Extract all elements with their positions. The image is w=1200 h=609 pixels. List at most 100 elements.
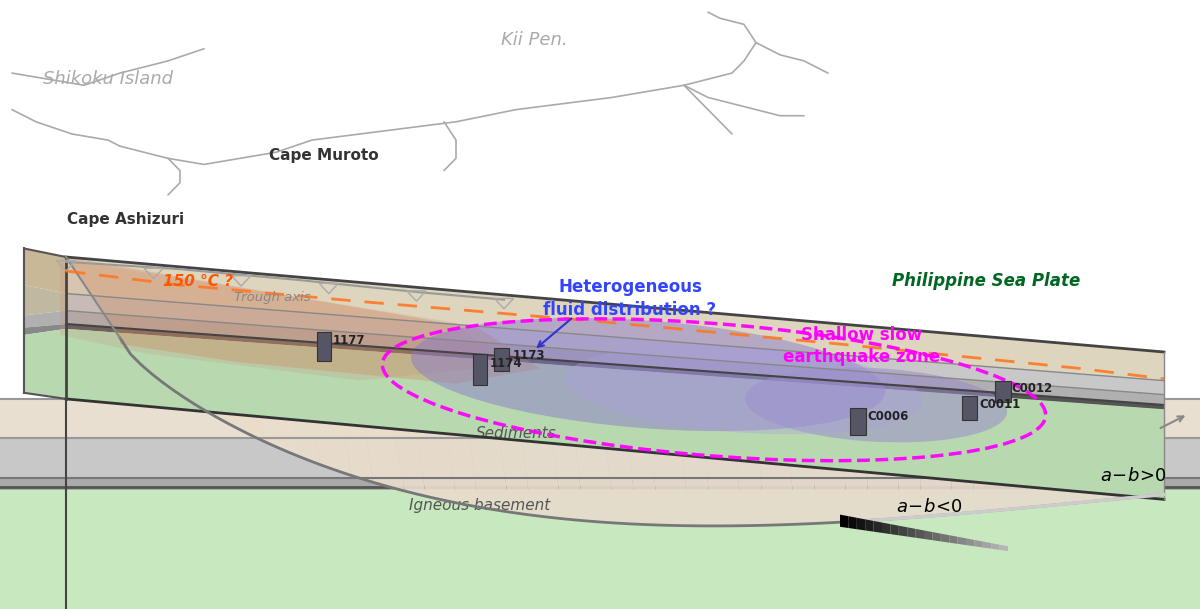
Polygon shape xyxy=(368,283,426,496)
Polygon shape xyxy=(616,304,658,525)
Polygon shape xyxy=(66,324,1164,410)
Text: Shikoku Island: Shikoku Island xyxy=(43,70,173,88)
Polygon shape xyxy=(286,276,352,476)
Polygon shape xyxy=(24,324,66,335)
Polygon shape xyxy=(882,523,890,534)
Text: Kii Pen.: Kii Pen. xyxy=(500,30,568,49)
Polygon shape xyxy=(1133,350,1164,498)
Polygon shape xyxy=(450,290,510,512)
Polygon shape xyxy=(66,257,1164,381)
Polygon shape xyxy=(932,532,941,541)
Polygon shape xyxy=(862,326,900,521)
Text: 1177: 1177 xyxy=(332,334,365,347)
Polygon shape xyxy=(958,537,966,545)
Ellipse shape xyxy=(565,345,923,434)
Polygon shape xyxy=(848,516,857,529)
Polygon shape xyxy=(66,294,1164,395)
Polygon shape xyxy=(899,526,907,537)
Text: C0006: C0006 xyxy=(868,410,908,423)
Polygon shape xyxy=(890,524,899,535)
Polygon shape xyxy=(60,294,1164,499)
Polygon shape xyxy=(780,319,816,524)
Polygon shape xyxy=(588,302,637,524)
Polygon shape xyxy=(916,529,924,539)
Polygon shape xyxy=(175,267,246,433)
Polygon shape xyxy=(203,269,268,443)
Polygon shape xyxy=(121,262,194,404)
Polygon shape xyxy=(24,329,66,399)
Text: Cape Ashizuri: Cape Ashizuri xyxy=(67,212,185,227)
Polygon shape xyxy=(60,259,504,381)
Text: $a\!-\!b\!<\!0$: $a\!-\!b\!<\!0$ xyxy=(896,498,964,516)
Bar xyxy=(494,348,509,371)
Text: Cape Muroto: Cape Muroto xyxy=(269,148,379,163)
Bar xyxy=(317,332,331,361)
Polygon shape xyxy=(66,311,1164,405)
Polygon shape xyxy=(66,257,540,384)
Polygon shape xyxy=(1055,342,1081,505)
Polygon shape xyxy=(478,293,532,515)
Polygon shape xyxy=(857,518,865,530)
Polygon shape xyxy=(670,309,710,526)
Text: C0012: C0012 xyxy=(1012,382,1052,395)
Polygon shape xyxy=(917,331,953,516)
Text: Trough axis: Trough axis xyxy=(234,290,311,304)
Polygon shape xyxy=(835,323,869,522)
Polygon shape xyxy=(907,527,916,538)
Text: $a\!-\!b\!>\!0$: $a\!-\!b\!>\!0$ xyxy=(1100,467,1168,485)
Polygon shape xyxy=(974,540,983,547)
Polygon shape xyxy=(313,278,373,482)
Polygon shape xyxy=(341,281,404,491)
Bar xyxy=(996,381,1010,402)
Polygon shape xyxy=(1000,544,1008,551)
Polygon shape xyxy=(24,248,66,294)
Polygon shape xyxy=(983,541,991,549)
Polygon shape xyxy=(840,515,848,528)
Bar xyxy=(962,396,978,420)
Text: C0011: C0011 xyxy=(979,398,1020,410)
Polygon shape xyxy=(924,530,932,540)
Polygon shape xyxy=(0,399,1200,438)
Text: 1174: 1174 xyxy=(490,357,522,370)
Polygon shape xyxy=(66,329,1164,499)
Polygon shape xyxy=(1109,347,1136,499)
Polygon shape xyxy=(991,543,1000,550)
Polygon shape xyxy=(725,314,763,526)
Text: Heterogeneous
fluid distribution ?: Heterogeneous fluid distribution ? xyxy=(544,278,716,319)
Polygon shape xyxy=(941,533,949,543)
Polygon shape xyxy=(874,521,882,533)
Bar xyxy=(473,354,487,385)
Bar xyxy=(851,408,866,435)
Text: Igneous basement: Igneous basement xyxy=(409,498,551,513)
Polygon shape xyxy=(396,286,457,503)
Polygon shape xyxy=(0,478,1200,490)
Polygon shape xyxy=(808,321,847,523)
Polygon shape xyxy=(889,328,922,518)
Polygon shape xyxy=(560,300,616,523)
Text: Shallow slow
earthquake zone: Shallow slow earthquake zone xyxy=(784,326,940,366)
Polygon shape xyxy=(230,271,299,457)
Polygon shape xyxy=(865,519,874,532)
Text: Sediments: Sediments xyxy=(475,426,557,441)
Polygon shape xyxy=(944,333,974,514)
Polygon shape xyxy=(642,307,690,526)
Polygon shape xyxy=(149,264,215,416)
Text: 1173: 1173 xyxy=(512,349,545,362)
Polygon shape xyxy=(697,312,742,526)
Polygon shape xyxy=(422,288,479,507)
Polygon shape xyxy=(0,438,1200,478)
Polygon shape xyxy=(0,490,1200,609)
Polygon shape xyxy=(972,336,1006,512)
Polygon shape xyxy=(1000,338,1027,510)
Polygon shape xyxy=(24,285,66,315)
Text: 150 °C ?: 150 °C ? xyxy=(163,274,233,289)
Polygon shape xyxy=(949,535,958,544)
Polygon shape xyxy=(1080,345,1111,502)
Polygon shape xyxy=(505,295,563,519)
Polygon shape xyxy=(966,538,974,546)
Ellipse shape xyxy=(410,318,886,431)
Polygon shape xyxy=(752,317,794,526)
Polygon shape xyxy=(24,311,66,328)
Polygon shape xyxy=(258,273,320,465)
Polygon shape xyxy=(66,257,142,365)
